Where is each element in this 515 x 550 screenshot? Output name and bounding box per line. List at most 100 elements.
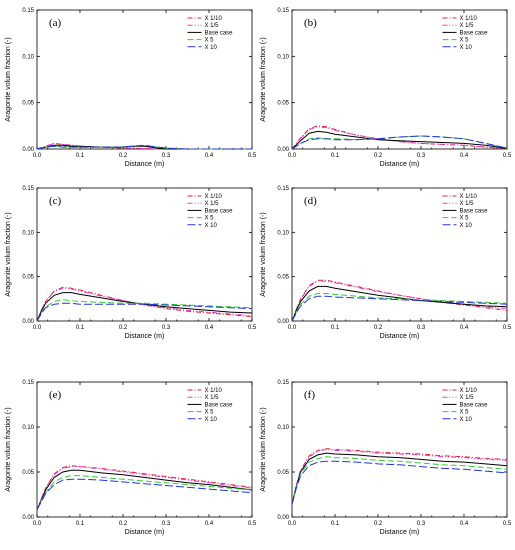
y-tick-label: 0.05 [22, 275, 34, 281]
x-axis-label: Distance (m) [125, 333, 165, 340]
legend-entry: X 1/10 [205, 388, 223, 394]
x-tick-label: 0.0 [288, 153, 297, 159]
plot-frame [36, 187, 253, 322]
plot-frame [291, 187, 508, 322]
chart-panel: 0.0 0.1 0.2 0.3 0.4 0.5 0.00 0.05 0.10 0.15 Distan… [5, 380, 257, 536]
series-line [36, 302, 253, 322]
y-tick-label: 0.10 [277, 230, 289, 236]
legend-entry: X 5 [460, 216, 470, 222]
legend-entry: Base case [460, 208, 489, 214]
x-tick-label: 0.1 [331, 521, 340, 527]
panel-label: (a) [49, 17, 62, 29]
series-line [291, 135, 508, 150]
y-tick-label: 0.15 [22, 380, 34, 386]
y-tick-label: 0.15 [277, 8, 289, 14]
series-line [291, 280, 508, 322]
chart-panel: 0.0 0.1 0.2 0.3 0.4 0.5 0.00 0.05 0.10 0.15 Distan… [5, 186, 257, 340]
x-tick-label: 0.3 [417, 153, 426, 159]
series-line [291, 460, 508, 505]
x-tick-label: 0.5 [503, 325, 512, 331]
y-tick-label: 0.05 [277, 101, 289, 107]
chart-panel: 0.0 0.1 0.2 0.3 0.4 0.5 0.00 0.05 0.10 0.15 Distan… [260, 8, 512, 168]
legend-entry: X 1/5 [205, 395, 220, 401]
x-axis-label: Distance (m) [125, 529, 165, 536]
x-tick-label: 0.4 [205, 521, 214, 527]
series-line [36, 469, 253, 510]
x-tick-label: 0.2 [374, 325, 383, 331]
y-tick-label: 0.00 [22, 515, 34, 521]
y-tick-label: 0.10 [277, 425, 289, 431]
x-tick-label: 0.3 [417, 521, 426, 527]
series-line [291, 448, 508, 505]
series-line [291, 452, 508, 505]
y-tick-label: 0.05 [22, 470, 34, 476]
x-tick-label: 0.5 [248, 521, 257, 527]
legend-entry: X 1/10 [460, 16, 478, 22]
x-tick-label: 0.0 [288, 521, 297, 527]
y-tick-label: 0.05 [22, 101, 34, 107]
x-tick-label: 0.0 [33, 153, 42, 159]
x-tick-label: 0.1 [76, 153, 85, 159]
y-tick-label: 0.05 [277, 470, 289, 476]
y-tick-label: 0.10 [277, 54, 289, 60]
y-axis-label: Aragonite volum fraction (-) [5, 37, 12, 121]
x-tick-label: 0.5 [248, 153, 257, 159]
legend-entry: X 1/5 [460, 23, 475, 29]
legend-entry: Base case [460, 30, 489, 36]
y-tick-label: 0.00 [22, 147, 34, 153]
y-tick-label: 0.15 [277, 186, 289, 192]
x-tick-label: 0.2 [119, 521, 128, 527]
series-line [36, 466, 253, 510]
series-line [36, 299, 253, 322]
y-tick-label: 0.10 [22, 230, 34, 236]
x-tick-label: 0.2 [119, 325, 128, 331]
series-line [36, 292, 253, 322]
y-tick-label: 0.10 [22, 54, 34, 60]
series-line [291, 295, 508, 322]
x-tick-label: 0.3 [162, 325, 171, 331]
series-line [291, 130, 508, 150]
legend-entry: X 1/10 [205, 16, 223, 22]
y-axis-label: Aragonite volum fraction (-) [260, 212, 267, 296]
series-line [291, 448, 508, 505]
y-tick-label: 0.00 [22, 319, 34, 325]
x-tick-label: 0.2 [119, 153, 128, 159]
legend-entry: X 5 [205, 410, 215, 416]
y-axis-label: Aragonite volum fraction (-) [260, 407, 267, 491]
x-tick-label: 0.0 [33, 521, 42, 527]
x-axis-label: Distance (m) [380, 333, 420, 340]
legend-entry: X 5 [205, 38, 215, 44]
x-tick-label: 0.2 [374, 153, 383, 159]
y-axis-label: Aragonite volum fraction (-) [5, 212, 12, 296]
series-line [291, 135, 508, 150]
y-axis-label: Aragonite volum fraction (-) [5, 407, 12, 491]
legend-entry: Base case [460, 402, 489, 408]
x-axis-label: Distance (m) [125, 161, 165, 168]
legend-entry: X 1/10 [205, 194, 223, 200]
legend-entry: X 1/10 [460, 388, 478, 394]
x-tick-label: 0.5 [248, 325, 257, 331]
y-tick-label: 0.00 [277, 515, 289, 521]
legend-entry: X 5 [460, 38, 470, 44]
legend-entry: X 10 [205, 223, 218, 229]
chart-panel: 0.0 0.1 0.2 0.3 0.4 0.5 0.00 0.05 0.10 0.15 Distan… [5, 8, 257, 168]
series-line [36, 144, 252, 150]
x-tick-label: 0.0 [33, 325, 42, 331]
x-tick-label: 0.0 [288, 325, 297, 331]
legend-entry: X 1/10 [460, 194, 478, 200]
plot-frame [291, 9, 508, 150]
x-tick-label: 0.4 [460, 325, 469, 331]
x-axis-label: Distance (m) [380, 161, 420, 168]
legend-entry: Base case [205, 208, 234, 214]
series-line [291, 126, 508, 150]
series-line [291, 293, 508, 322]
x-tick-label: 0.3 [417, 325, 426, 331]
legend-entry: X 10 [460, 223, 473, 229]
legend-entry: X 10 [460, 45, 473, 51]
x-axis-label: Distance (m) [380, 529, 420, 536]
legend-entry: Base case [205, 30, 234, 36]
series-line [291, 456, 508, 505]
x-tick-label: 0.1 [76, 521, 85, 527]
